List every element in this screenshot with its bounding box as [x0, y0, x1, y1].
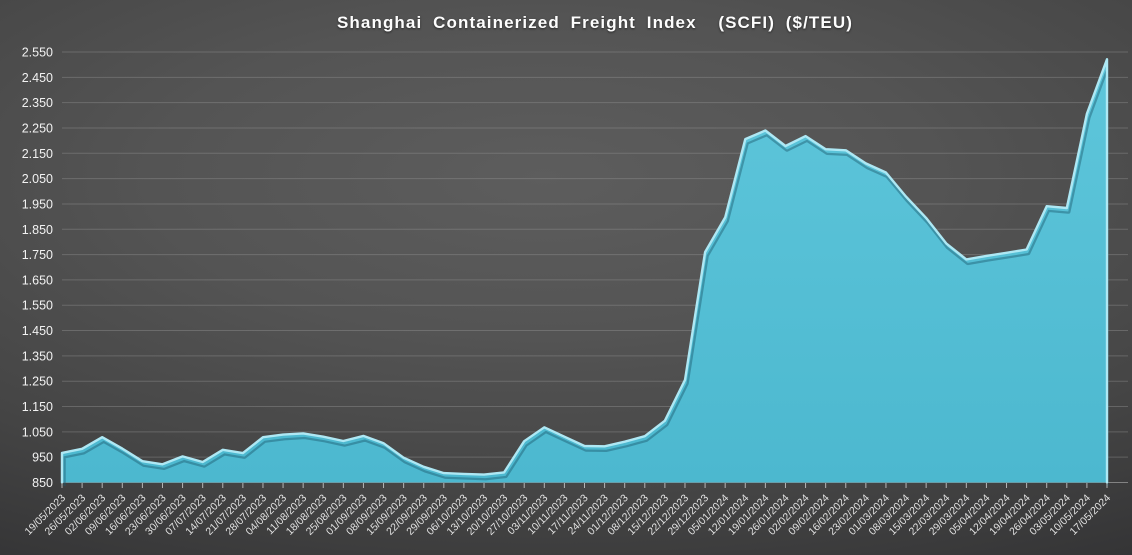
y-axis-label: 950: [32, 451, 53, 465]
chart-title: Shanghai Containerized Freight Index (SC…: [336, 13, 853, 32]
y-axis-label: 1.250: [22, 375, 53, 389]
y-axis-label: 2.250: [22, 121, 53, 135]
y-axis-label: 2.050: [22, 172, 53, 186]
y-axis-label: 2.450: [22, 71, 53, 85]
series-edge-shadow: [63, 62, 1109, 486]
y-axis-label: 1.350: [22, 349, 53, 363]
y-axis-label: 1.950: [22, 197, 53, 211]
y-axis-label: 1.650: [22, 273, 53, 287]
y-axis-label: 1.850: [22, 223, 53, 237]
y-axis-label: 1.750: [22, 248, 53, 262]
y-axis-label: 2.150: [22, 147, 53, 161]
y-axis-label: 1.050: [22, 425, 53, 439]
y-axis-label: 850: [32, 476, 53, 490]
y-axis-label: 1.450: [22, 324, 53, 338]
y-axis-label: 1.550: [22, 299, 53, 313]
y-axis-label: 2.550: [22, 46, 53, 60]
y-axis-label: 2.350: [22, 96, 53, 110]
series-edge-highlight: [60, 58, 1109, 484]
y-axis-label: 1.150: [22, 400, 53, 414]
area-series: [62, 59, 1107, 483]
